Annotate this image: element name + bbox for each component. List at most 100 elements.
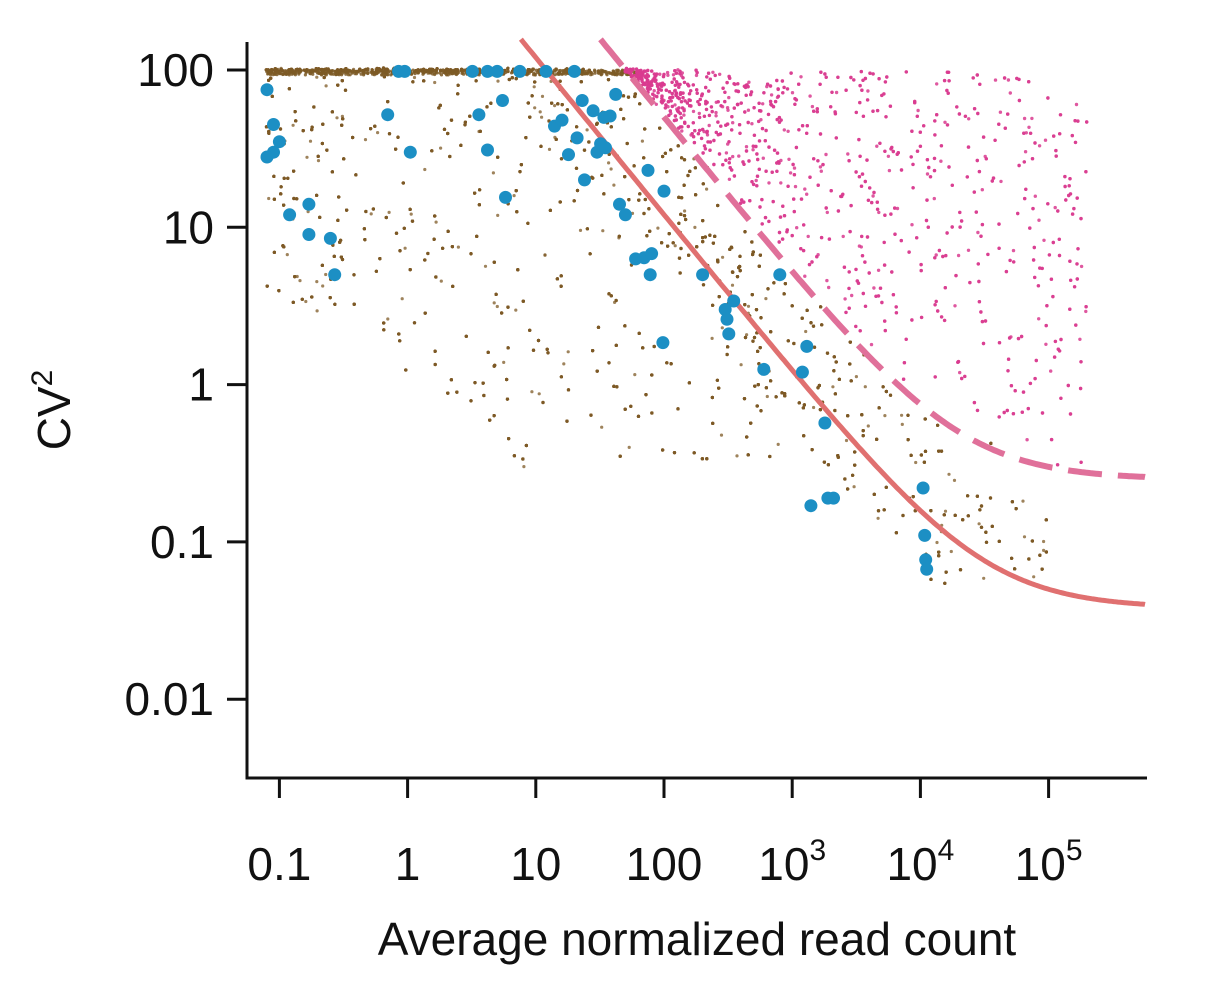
background-point [272, 72, 276, 76]
background-point [929, 577, 933, 582]
background-point [556, 102, 560, 106]
background-point [751, 250, 755, 254]
background-point [694, 193, 698, 197]
highlighted-point [714, 110, 718, 115]
background-point [558, 200, 562, 204]
background-point [310, 295, 314, 299]
highlighted-point [980, 188, 984, 192]
background-point [1032, 575, 1036, 579]
background-point [978, 508, 982, 512]
background-point [340, 114, 344, 118]
background-point [267, 78, 271, 82]
background-point [609, 167, 613, 171]
background-point [866, 424, 870, 428]
background-point [433, 214, 437, 218]
background-point [558, 72, 562, 76]
background-point [423, 311, 427, 315]
background-point [684, 217, 688, 222]
background-point [783, 282, 788, 286]
background-point [982, 576, 986, 580]
background-point [496, 155, 500, 159]
background-point [648, 229, 652, 233]
background-point [958, 568, 963, 572]
background-point [731, 270, 735, 274]
background-point [587, 140, 591, 144]
background-point [324, 272, 328, 277]
highlighted-point [1044, 342, 1048, 346]
background-point [281, 72, 285, 77]
background-point [952, 478, 957, 482]
background-point [516, 268, 520, 272]
background-point [463, 123, 467, 127]
background-point [315, 193, 319, 197]
background-point [442, 127, 447, 131]
background-point [279, 185, 283, 189]
background-point [605, 73, 609, 77]
background-point [833, 392, 838, 396]
background-point [532, 73, 536, 77]
background-point [884, 485, 888, 489]
background-point [876, 509, 881, 513]
background-point [432, 237, 436, 241]
background-point [430, 149, 434, 153]
background-point [408, 268, 412, 272]
background-point [677, 221, 681, 225]
background-point [636, 414, 641, 418]
background-point [621, 94, 626, 98]
background-point [295, 70, 299, 74]
background-point [292, 169, 296, 173]
background-point [565, 419, 569, 423]
highlighted-point [841, 234, 845, 239]
background-point [338, 70, 342, 74]
background-point [507, 437, 511, 441]
background-point [802, 434, 806, 438]
background-point [582, 148, 587, 152]
background-point [750, 240, 754, 244]
background-point [640, 139, 645, 143]
background-point [446, 131, 450, 136]
background-point [545, 347, 549, 351]
background-point [751, 339, 755, 343]
background-point [408, 207, 412, 211]
background-point [351, 135, 355, 140]
background-point [500, 311, 504, 315]
background-point [861, 434, 865, 438]
background-point [730, 283, 735, 287]
background-point [984, 530, 988, 534]
background-point [433, 362, 437, 367]
background-point [606, 78, 611, 82]
background-point [1013, 567, 1017, 571]
background-point [848, 340, 852, 344]
highlighted-point [976, 230, 980, 235]
background-point [612, 183, 616, 187]
background-point [738, 254, 742, 258]
background-point [439, 279, 443, 283]
background-point [438, 103, 442, 107]
background-point [514, 308, 518, 312]
background-point [333, 302, 337, 306]
background-point [277, 289, 281, 293]
background-point [676, 144, 680, 148]
background-point [560, 103, 564, 107]
background-point [354, 173, 358, 177]
background-point [608, 71, 612, 75]
background-point [492, 301, 496, 305]
highlighted-point [1037, 317, 1041, 321]
background-point [526, 101, 530, 105]
background-point [676, 407, 680, 411]
background-point [765, 394, 769, 399]
background-point [641, 346, 645, 350]
background-point [600, 72, 604, 76]
background-point [650, 373, 654, 377]
background-point [679, 212, 683, 216]
background-point [665, 170, 669, 174]
background-point [316, 70, 320, 74]
background-point [843, 477, 847, 481]
background-point [477, 203, 481, 207]
background-point [860, 413, 864, 417]
background-point [481, 381, 485, 385]
background-point [601, 229, 605, 233]
background-point [421, 71, 425, 75]
background-point [618, 454, 622, 458]
